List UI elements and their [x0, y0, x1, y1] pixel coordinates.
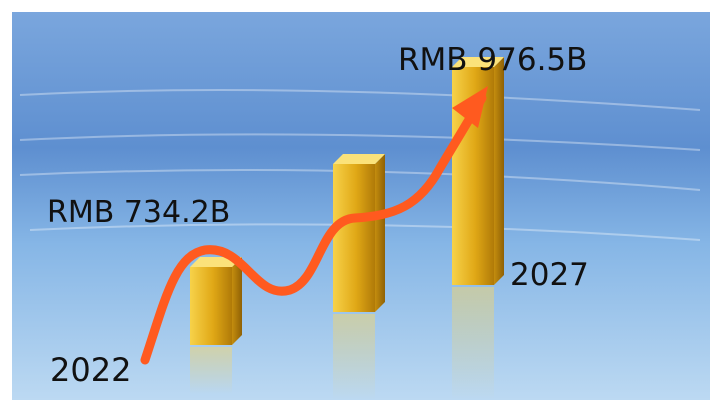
bar-middle-reflection — [333, 314, 375, 400]
category-label-2027: 2027 — [510, 257, 589, 293]
bar-2027-reflection — [452, 287, 494, 400]
reflections-group — [190, 287, 494, 400]
bar-2022 — [190, 257, 242, 345]
bar-2022-reflection — [190, 347, 232, 394]
bar-middle — [333, 154, 385, 312]
trend-arrow-line — [140, 93, 487, 365]
data-label-2022: RMB 734.2B — [47, 195, 231, 230]
data-label-2027: RMB 976.5B — [398, 42, 588, 78]
category-label-2022: 2022 — [50, 351, 132, 389]
trend-arrow-head — [452, 86, 488, 128]
bar-2027 — [452, 57, 504, 285]
